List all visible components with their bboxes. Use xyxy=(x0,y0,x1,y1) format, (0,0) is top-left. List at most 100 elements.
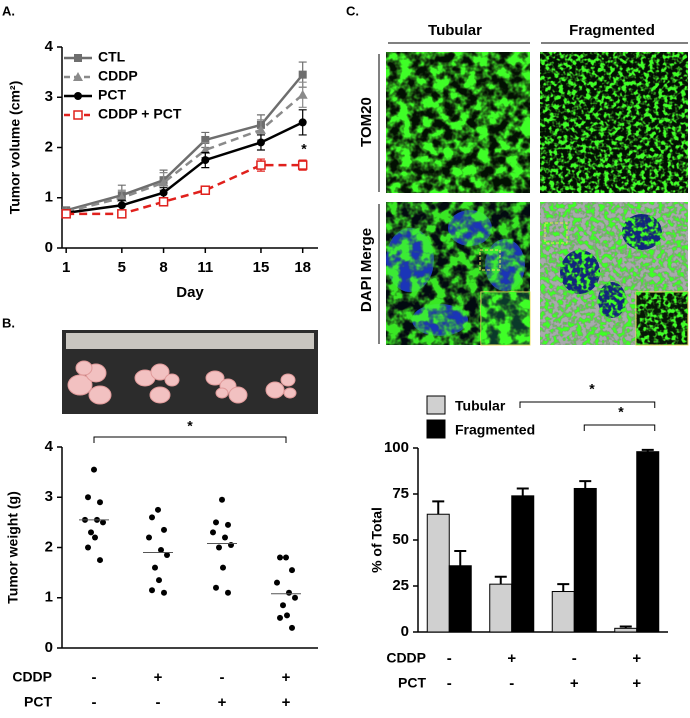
dot xyxy=(220,564,226,571)
panel-labels: A. B. C. xyxy=(2,3,359,330)
bar xyxy=(551,591,575,633)
inset-texture xyxy=(481,292,530,345)
condition-sign: - xyxy=(220,669,225,686)
condition-sign: + xyxy=(507,650,516,667)
dot xyxy=(277,614,283,621)
image-texture xyxy=(386,52,530,193)
bar xyxy=(573,487,597,633)
condition-label: PCT xyxy=(398,675,426,691)
y-tick-label: 0 xyxy=(401,623,409,640)
dot xyxy=(284,612,290,619)
condition-sign: + xyxy=(632,650,641,667)
y-axis-label: % of Total xyxy=(369,507,385,573)
bar xyxy=(426,513,450,633)
row-label: TOM20 xyxy=(358,97,375,147)
x-tick-label: 1 xyxy=(62,259,70,276)
ruler xyxy=(66,333,314,349)
condition-sign: + xyxy=(632,675,641,692)
x-tick-label: 11 xyxy=(197,259,213,276)
marker xyxy=(201,135,210,144)
error-bar xyxy=(579,480,592,489)
marker xyxy=(298,70,307,79)
legend-swatch xyxy=(426,419,446,439)
zoom-box xyxy=(479,249,501,271)
dot xyxy=(158,547,164,554)
dot xyxy=(292,594,298,601)
condition-label: CDDP xyxy=(386,650,426,666)
x-tick-label: 5 xyxy=(118,259,126,276)
condition-sign: - xyxy=(92,669,97,686)
condition-sign: + xyxy=(218,694,227,711)
marker xyxy=(158,177,169,187)
marker xyxy=(73,110,83,120)
legend-label: CDDP + PCT xyxy=(98,106,182,122)
dot xyxy=(91,466,97,473)
y-tick-label: 2 xyxy=(45,138,53,155)
dot xyxy=(213,584,219,591)
condition-sign: - xyxy=(156,694,161,711)
y-tick-label: 2 xyxy=(45,538,53,555)
x-axis-label: Day xyxy=(176,284,204,301)
bar xyxy=(636,451,660,633)
x-tick-label: 15 xyxy=(253,259,270,276)
legend-label: CTL xyxy=(98,49,126,65)
dot xyxy=(146,534,152,541)
annotation: * xyxy=(618,404,624,420)
marker xyxy=(117,201,126,210)
dot xyxy=(280,602,286,609)
tumors xyxy=(67,360,297,405)
y-tick-label: 100 xyxy=(384,439,409,456)
y-tick-label: 1 xyxy=(45,189,53,206)
dot xyxy=(277,554,283,561)
dot xyxy=(164,552,170,559)
bar xyxy=(489,583,513,633)
row-label: DAPI Merge xyxy=(358,228,375,312)
marker xyxy=(200,145,211,155)
legend-label: CDDP xyxy=(98,68,138,84)
dot xyxy=(97,499,103,506)
y-tick-label: 3 xyxy=(45,488,53,505)
dot xyxy=(156,577,162,584)
microscopy: Tubular Fragmented TOM20 DAPI Merge xyxy=(358,22,689,346)
dot xyxy=(152,564,158,571)
dot xyxy=(228,541,234,548)
condition-label: CDDP xyxy=(12,669,52,685)
marker xyxy=(256,138,265,147)
marker xyxy=(201,156,210,165)
dot xyxy=(161,526,167,533)
error-bar xyxy=(454,550,467,566)
column-label: Tubular xyxy=(428,22,482,39)
dot xyxy=(210,529,216,536)
condition-sign: - xyxy=(92,694,97,711)
condition-sign: - xyxy=(509,675,514,692)
marker xyxy=(159,188,168,197)
marker xyxy=(256,160,266,170)
dot xyxy=(161,589,167,596)
x-tick-label: 18 xyxy=(294,259,311,276)
marker xyxy=(74,54,82,62)
error-bar xyxy=(494,575,507,585)
y-tick-label: 0 xyxy=(45,639,53,656)
panel-label: A. xyxy=(2,3,15,18)
y-tick-label: 0 xyxy=(45,239,53,256)
error-bar xyxy=(432,500,445,515)
error-bar xyxy=(557,583,570,592)
panel-label: C. xyxy=(346,3,359,18)
dot xyxy=(85,544,91,551)
line xyxy=(65,73,304,212)
dot xyxy=(289,624,295,631)
annotation: * xyxy=(589,381,595,397)
dot xyxy=(219,496,225,503)
condition-sign: + xyxy=(570,675,579,692)
panel-label: B. xyxy=(2,315,15,330)
dot xyxy=(92,534,98,541)
bar xyxy=(511,495,535,633)
dot xyxy=(225,589,231,596)
condition-sign: - xyxy=(447,650,452,667)
marker xyxy=(297,89,308,99)
dot xyxy=(155,506,161,513)
dot xyxy=(283,554,289,561)
line xyxy=(66,121,304,215)
line xyxy=(65,93,304,214)
